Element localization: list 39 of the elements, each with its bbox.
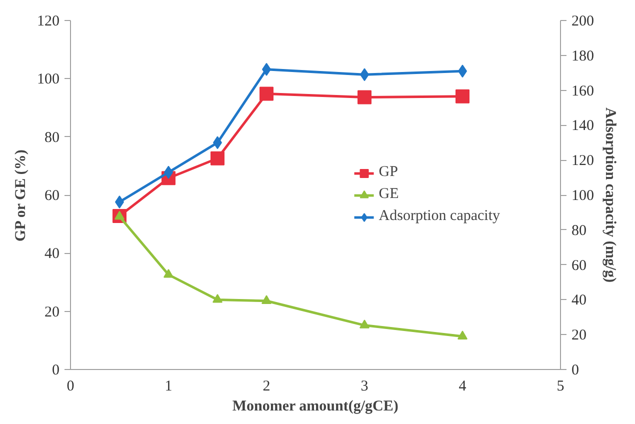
- point: [358, 90, 372, 104]
- y2-tick-label: 0: [572, 362, 579, 378]
- y2-tick-label: 160: [572, 83, 594, 100]
- y2-tick-label: 200: [572, 14, 594, 30]
- y2-tick-label: 20: [572, 328, 586, 344]
- x-tick-label: 3: [360, 378, 368, 394]
- y-tick-label: 60: [44, 188, 60, 204]
- point: [210, 151, 224, 166]
- x-tick-label: 1: [164, 378, 172, 394]
- point: [456, 89, 470, 104]
- point: [212, 294, 222, 303]
- x-tick-label: 2: [262, 378, 270, 394]
- y-tick-label: 100: [37, 72, 60, 88]
- y2-tick-label: 60: [572, 258, 586, 274]
- point: [260, 86, 274, 101]
- y2-tick-label: 120: [572, 153, 594, 170]
- legend-label: GE: [378, 186, 399, 203]
- y-tick-label: 80: [44, 130, 60, 146]
- y2-tick-label: 40: [572, 292, 586, 309]
- x-tick-label: 4: [458, 378, 467, 394]
- y-tick-label: 20: [44, 304, 60, 320]
- y-axis-title: GP or GE (%): [13, 150, 29, 242]
- legend-label: GP: [378, 164, 399, 181]
- y2-tick-label: 140: [572, 118, 594, 134]
- y-tick-label: 0: [52, 362, 60, 378]
- y2-axis-title: Adsorption capacity (mg/g): [602, 108, 618, 283]
- y-tick-label: 40: [44, 246, 60, 262]
- x-tick-label: 0: [66, 378, 74, 394]
- point: [262, 295, 272, 304]
- y2-tick-label: 80: [572, 222, 586, 239]
- point: [360, 320, 370, 328]
- point: [458, 330, 468, 340]
- y2-tick-label: 180: [572, 48, 594, 64]
- x-tick-label: 5: [556, 378, 564, 394]
- y-tick-label: 120: [37, 14, 60, 30]
- legend-label: Adsorption capacity: [378, 208, 500, 225]
- x-axis-title: Monomer amount(g/gCE): [232, 398, 398, 414]
- y2-tick-label: 100: [572, 188, 594, 204]
- point: [164, 268, 174, 278]
